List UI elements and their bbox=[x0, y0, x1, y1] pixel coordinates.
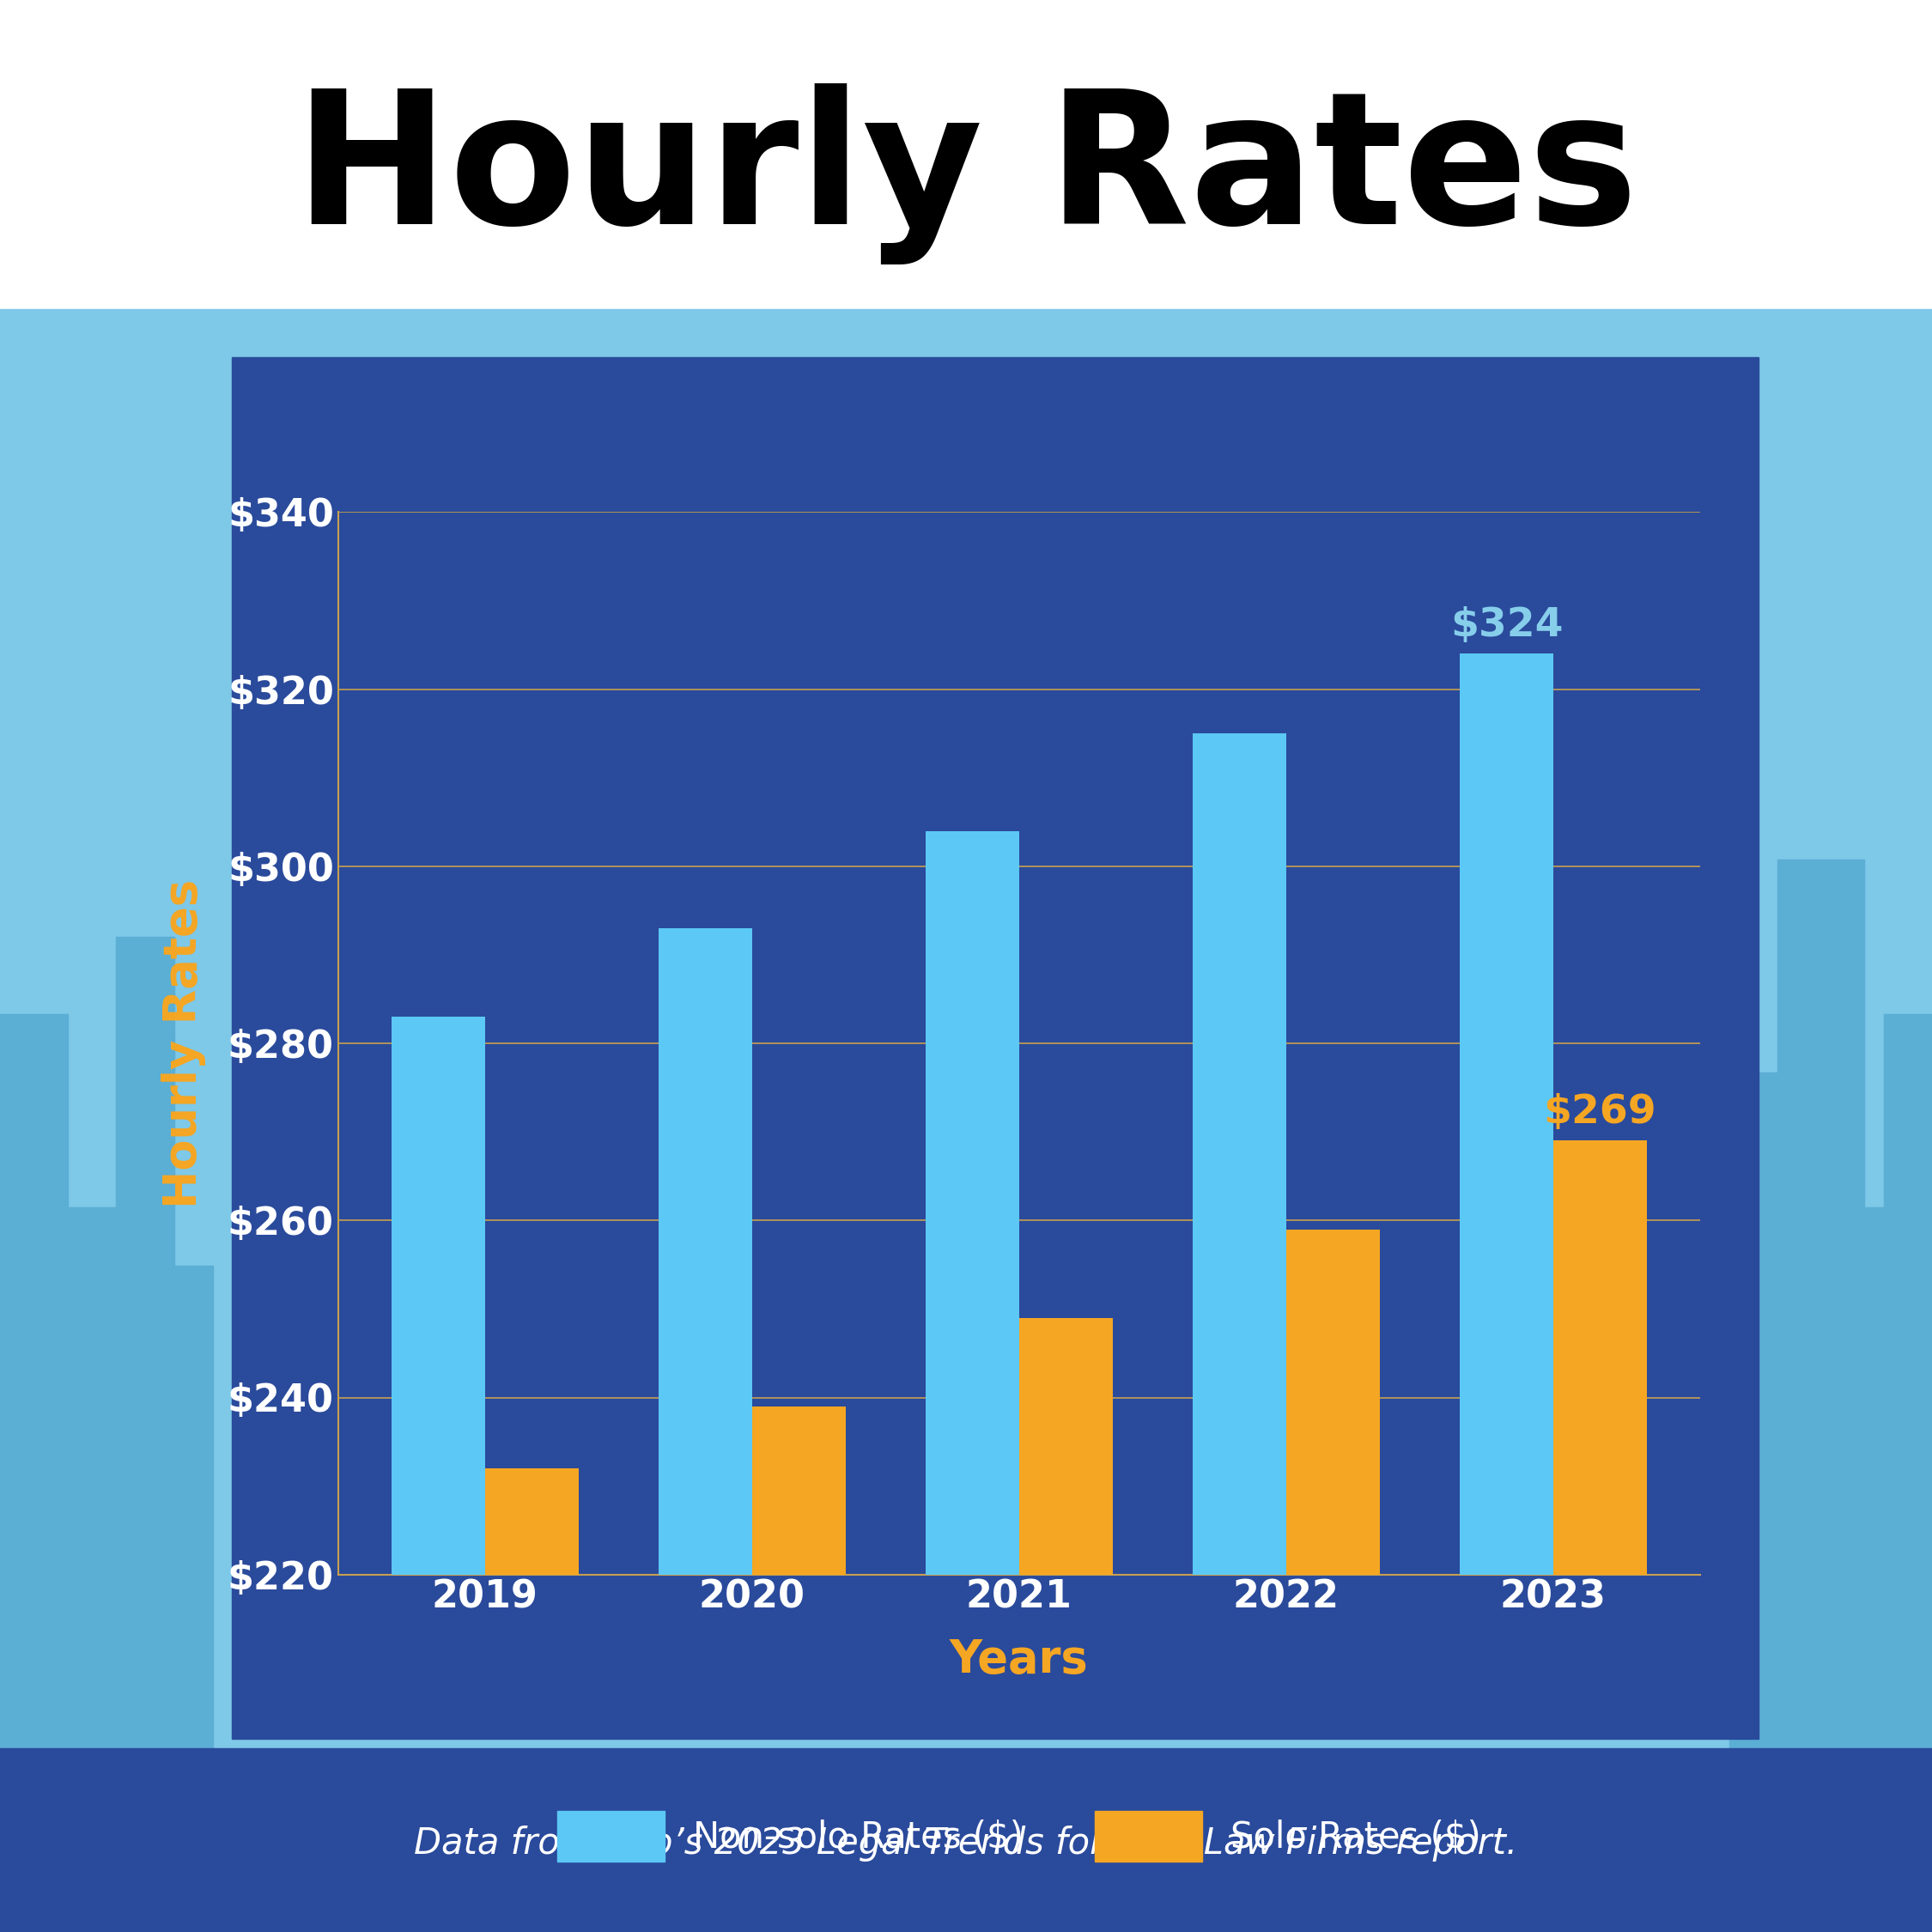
Bar bbox=[164, 1265, 213, 1748]
Bar bbox=[1553, 1140, 1646, 1932]
Text: $324: $324 bbox=[1451, 607, 1563, 645]
Text: Hourly Rates: Hourly Rates bbox=[294, 83, 1638, 265]
Bar bbox=[1192, 734, 1287, 1932]
X-axis label: Years: Years bbox=[951, 1636, 1088, 1681]
Y-axis label: Hourly Rates: Hourly Rates bbox=[162, 879, 207, 1208]
Bar bbox=[659, 927, 752, 1932]
Bar bbox=[232, 357, 1758, 1739]
Bar bbox=[392, 1016, 485, 1932]
Bar bbox=[1020, 1318, 1113, 1932]
Bar bbox=[485, 1468, 578, 1932]
Bar bbox=[1884, 1014, 1932, 1748]
Bar bbox=[1729, 1072, 1806, 1748]
Bar bbox=[0, 1014, 68, 1748]
Bar bbox=[0, 1748, 1932, 1932]
Text: $269: $269 bbox=[1544, 1094, 1656, 1132]
Bar bbox=[116, 937, 174, 1748]
Bar bbox=[58, 1208, 155, 1748]
Bar bbox=[0, 309, 1932, 1748]
Text: Data from Clio’s 2023 Legal Trends for Solo Law Firms report.: Data from Clio’s 2023 Legal Trends for S… bbox=[413, 1826, 1519, 1862]
Bar bbox=[1461, 653, 1553, 1932]
Bar bbox=[925, 831, 1020, 1932]
Bar bbox=[1845, 1208, 1893, 1748]
Bar bbox=[1287, 1229, 1379, 1932]
Bar bbox=[1777, 860, 1864, 1748]
Bar bbox=[752, 1406, 846, 1932]
Legend: Non-solo Rates ($), Solo Rates ($): Non-solo Rates ($), Solo Rates ($) bbox=[543, 1797, 1495, 1876]
